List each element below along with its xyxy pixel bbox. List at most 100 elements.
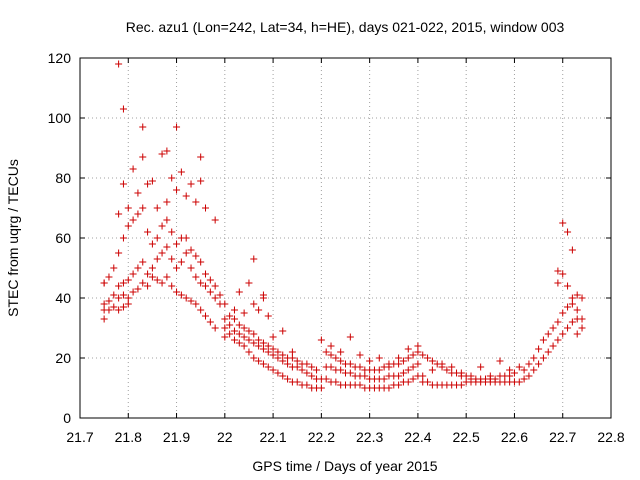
data-point bbox=[100, 279, 108, 287]
data-point bbox=[105, 297, 113, 305]
x-tick-label: 22.2 bbox=[308, 429, 335, 445]
data-point bbox=[173, 123, 181, 131]
data-point bbox=[182, 234, 190, 242]
data-point bbox=[385, 360, 393, 368]
data-point bbox=[457, 369, 465, 377]
data-point bbox=[148, 240, 156, 248]
data-point bbox=[288, 348, 296, 356]
data-point bbox=[414, 342, 422, 350]
data-point bbox=[337, 357, 345, 365]
data-point bbox=[409, 375, 417, 383]
data-point bbox=[134, 264, 142, 272]
data-point bbox=[457, 381, 465, 389]
data-point bbox=[279, 327, 287, 335]
data-point bbox=[366, 357, 374, 365]
data-point bbox=[308, 372, 316, 380]
data-point bbox=[255, 342, 263, 350]
data-point bbox=[144, 180, 152, 188]
data-point bbox=[496, 357, 504, 365]
data-point bbox=[192, 198, 200, 206]
data-point bbox=[230, 315, 238, 323]
data-point bbox=[206, 318, 214, 326]
data-point bbox=[144, 228, 152, 236]
data-point bbox=[317, 384, 325, 392]
data-point bbox=[385, 384, 393, 392]
data-point bbox=[264, 342, 272, 350]
data-point bbox=[269, 366, 277, 374]
data-point bbox=[173, 264, 181, 272]
data-point bbox=[110, 264, 118, 272]
data-point bbox=[187, 180, 195, 188]
data-point bbox=[115, 60, 123, 68]
data-point bbox=[250, 300, 258, 308]
data-point bbox=[554, 267, 562, 275]
data-point bbox=[240, 309, 248, 317]
y-tick-label: 40 bbox=[55, 290, 71, 306]
data-point bbox=[404, 378, 412, 386]
data-point bbox=[279, 357, 287, 365]
data-point bbox=[269, 351, 277, 359]
y-tick-label: 100 bbox=[48, 110, 72, 126]
data-point bbox=[424, 378, 432, 386]
data-point bbox=[115, 306, 123, 314]
data-point bbox=[197, 258, 205, 266]
data-point bbox=[564, 303, 572, 311]
x-tick-label: 21.8 bbox=[115, 429, 142, 445]
data-point bbox=[144, 282, 152, 290]
chart-title: Rec. azu1 (Lon=242, Lat=34, h=HE), days … bbox=[126, 19, 565, 35]
data-point bbox=[119, 303, 127, 311]
x-tick-label: 22 bbox=[217, 429, 233, 445]
data-point bbox=[250, 354, 258, 362]
data-point bbox=[134, 210, 142, 218]
data-point bbox=[346, 369, 354, 377]
data-point bbox=[197, 177, 205, 185]
data-point bbox=[573, 306, 581, 314]
data-point bbox=[491, 375, 499, 383]
plot-frame bbox=[79, 57, 612, 419]
data-point bbox=[356, 351, 364, 359]
x-tick-label: 21.9 bbox=[163, 429, 190, 445]
data-point bbox=[399, 357, 407, 365]
data-point bbox=[327, 351, 335, 359]
data-point bbox=[202, 282, 210, 290]
data-point bbox=[168, 255, 176, 263]
data-point bbox=[245, 279, 253, 287]
x-tick-label: 22.3 bbox=[356, 429, 383, 445]
data-point bbox=[568, 318, 576, 326]
data-point bbox=[568, 294, 576, 302]
data-point bbox=[211, 294, 219, 302]
data-point bbox=[105, 273, 113, 281]
data-point bbox=[250, 330, 258, 338]
data-point bbox=[192, 300, 200, 308]
data-point bbox=[506, 366, 514, 374]
data-point bbox=[346, 360, 354, 368]
data-point bbox=[477, 363, 485, 371]
x-tick-label: 22.7 bbox=[549, 429, 576, 445]
data-point bbox=[221, 315, 229, 323]
y-tick-label: 120 bbox=[48, 50, 72, 66]
data-point bbox=[274, 354, 282, 362]
data-point bbox=[395, 372, 403, 380]
data-point bbox=[530, 354, 538, 362]
x-axis-label: GPS time / Days of year 2015 bbox=[252, 458, 437, 474]
data-point bbox=[317, 336, 325, 344]
data-point bbox=[559, 330, 567, 338]
y-tick-label: 80 bbox=[55, 170, 71, 186]
data-point bbox=[568, 246, 576, 254]
x-tick-label: 21.7 bbox=[66, 429, 93, 445]
data-point bbox=[211, 282, 219, 290]
data-point bbox=[346, 333, 354, 341]
data-point bbox=[163, 273, 171, 281]
data-point bbox=[240, 342, 248, 350]
data-point bbox=[443, 366, 451, 374]
data-point bbox=[375, 354, 383, 362]
data-point bbox=[177, 291, 185, 299]
data-point bbox=[100, 300, 108, 308]
data-point bbox=[153, 255, 161, 263]
data-point bbox=[539, 354, 547, 362]
data-point bbox=[187, 264, 195, 272]
data-point bbox=[578, 324, 586, 332]
data-point bbox=[361, 372, 369, 380]
data-point bbox=[259, 360, 267, 368]
